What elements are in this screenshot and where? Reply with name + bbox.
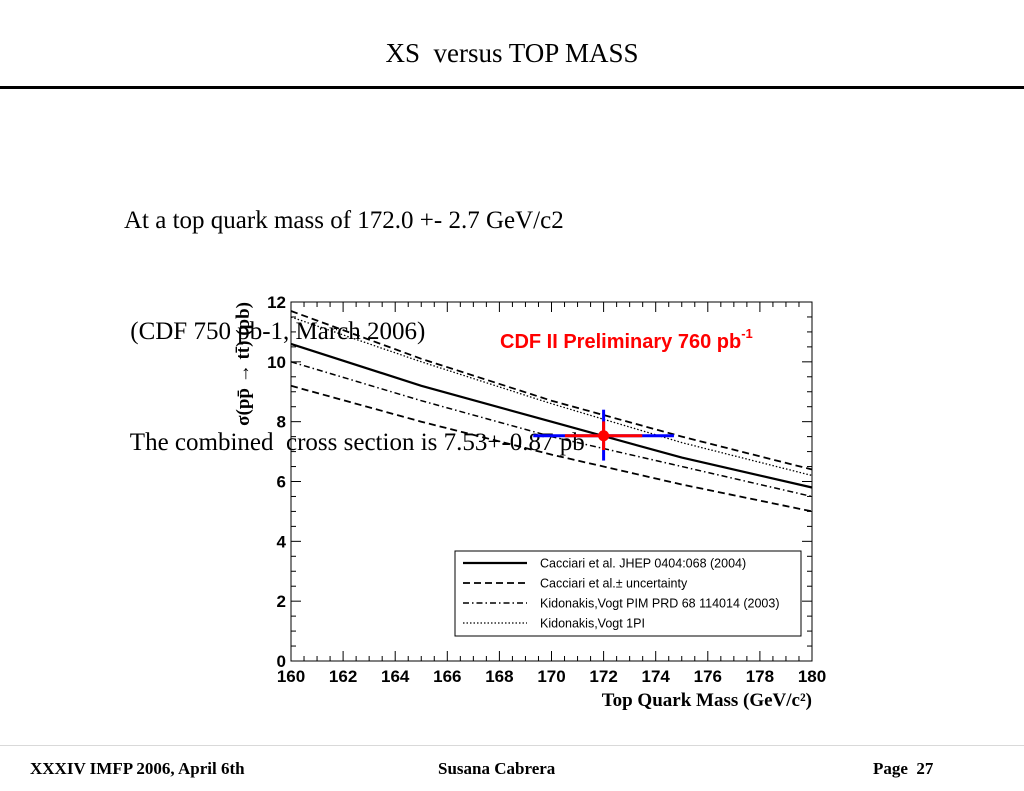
x-tick-label: 160 [277, 667, 305, 686]
legend-entry: Kidonakis,Vogt PIM PRD 68 114014 (2003) [540, 597, 780, 611]
title-divider [0, 86, 1024, 89]
x-tick-label: 180 [798, 667, 826, 686]
series-line-2 [290, 310, 813, 471]
legend-box [454, 550, 802, 637]
x-tick-label: 168 [485, 667, 513, 686]
legend-entry: Cacciari et al.± uncertainty [540, 577, 688, 591]
x-tick-label: 174 [642, 667, 671, 686]
x-tick-label: 162 [329, 667, 357, 686]
series-line-3 [290, 384, 813, 513]
x-tick-label: 170 [537, 667, 565, 686]
x-tick-label: 172 [589, 667, 617, 686]
footer-event: XXXIV IMFP 2006, April 6th [30, 759, 245, 778]
y-tick-label: 4 [277, 532, 287, 551]
footer-author: Susana Cabrera [438, 759, 556, 778]
series-line-1 [290, 342, 813, 489]
y-tick-label: 6 [277, 473, 286, 492]
slide-title: XS versus TOP MASS [385, 38, 639, 68]
intro-line-1: At a top quark mass of 172.0 +- 2.7 GeV/… [124, 207, 564, 234]
preliminary-annotation: CDF II Preliminary 760 pb-1 [500, 326, 753, 353]
x-axis-title: Top Quark Mass (GeV/c²) [602, 690, 812, 711]
y-tick-label: 2 [277, 592, 286, 611]
x-tick-label: 178 [746, 667, 774, 686]
annotation-superscript: -1 [741, 326, 753, 341]
series-line-4 [290, 361, 813, 498]
measurement-point [598, 430, 610, 442]
cross-section-chart: 160 162 164 166 168 170 172 174 176 178 180 0 2 4 6 8 10… [233, 293, 826, 711]
y-axis-title: σ(pp̄ → tt̄) (pb) [233, 302, 254, 426]
x-tick-label: 166 [433, 667, 461, 686]
intro-line-3: The combined cross section is 7.53+-0.87… [124, 429, 585, 456]
intro-line-2: (CDF 750 pb-1, March 2006) [124, 318, 426, 345]
y-tick-label: 8 [277, 413, 286, 432]
series-line-5 [290, 316, 813, 477]
footer-page-number: Page 27 [873, 759, 934, 778]
footer-divider [0, 745, 1024, 746]
y-tick-label: 12 [267, 293, 286, 312]
legend-entry: Cacciari et al. JHEP 0404:068 (2004) [540, 557, 746, 571]
y-tick-label: 10 [267, 353, 286, 372]
intro-text: At a top quark mass of 172.0 +- 2.7 GeV/… [124, 128, 585, 498]
x-tick-label: 164 [381, 667, 410, 686]
legend-entry: Kidonakis,Vogt 1PI [540, 617, 645, 631]
y-tick-label: 0 [277, 652, 286, 671]
x-tick-label: 176 [694, 667, 722, 686]
